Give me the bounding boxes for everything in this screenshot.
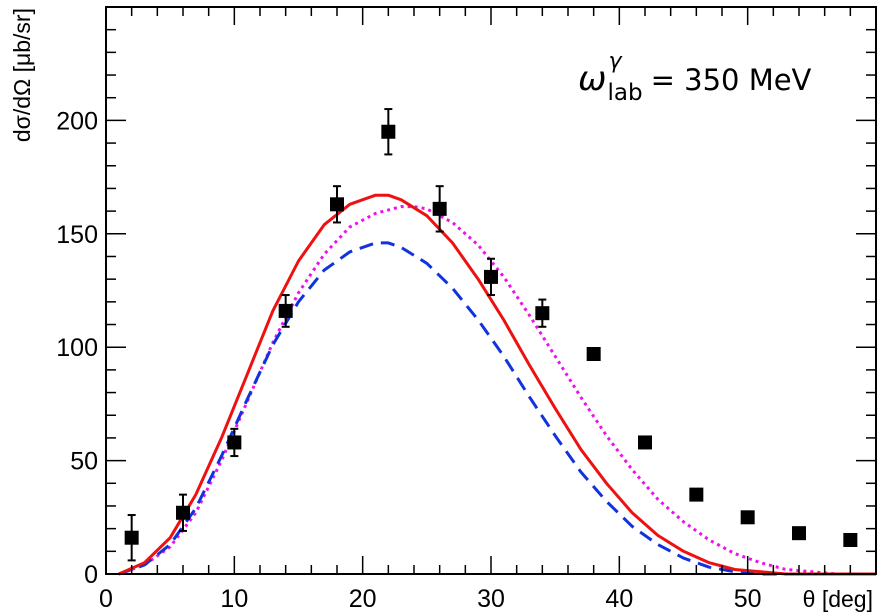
axis-ticks xyxy=(106,7,876,574)
data-point xyxy=(484,269,498,284)
y-tick-label: 200 xyxy=(56,107,98,135)
data-point xyxy=(227,435,242,450)
data-point xyxy=(689,487,704,502)
y-tick-label: 100 xyxy=(56,334,98,362)
data-point xyxy=(330,197,344,212)
data-point xyxy=(432,201,447,216)
x-tick-label: 50 xyxy=(734,585,762,613)
data-point xyxy=(740,510,755,525)
y-tick-label: 0 xyxy=(84,561,98,589)
data-point xyxy=(124,530,139,545)
data-point xyxy=(586,347,601,362)
gamma-superscript: γ xyxy=(608,49,622,74)
data-point xyxy=(381,124,396,139)
energy-annotation: ωγ lab = 350 MeV xyxy=(578,49,812,106)
data-point xyxy=(638,435,652,450)
curve-dotted xyxy=(118,205,876,576)
y-tick-label: 50 xyxy=(70,448,98,476)
x-tick-label: 40 xyxy=(605,585,633,613)
y-axis-label: dσ/dΩ [μb/sr] xyxy=(9,8,35,142)
y-tick-label: 150 xyxy=(56,221,98,249)
x-axis-label: θ [deg] xyxy=(803,586,873,612)
data-point xyxy=(176,505,190,520)
tick-labels: 0 10 20 30 40 50 0 50 100 150 200 xyxy=(56,107,761,613)
data-point xyxy=(278,303,293,318)
x-tick-label: 10 xyxy=(220,585,248,613)
data-point xyxy=(792,526,806,541)
x-tick-label: 0 xyxy=(99,585,113,613)
lab-subscript: lab xyxy=(608,80,643,106)
omega-symbol: ω xyxy=(578,59,606,99)
model-curves xyxy=(118,193,876,576)
x-tick-label: 30 xyxy=(477,585,505,613)
data-point xyxy=(535,306,550,321)
x-tick-label: 20 xyxy=(349,585,377,613)
data-points xyxy=(124,108,858,562)
energy-value: = 350 MeV xyxy=(651,63,812,97)
data-point xyxy=(843,532,858,547)
curve-solid xyxy=(118,193,876,576)
